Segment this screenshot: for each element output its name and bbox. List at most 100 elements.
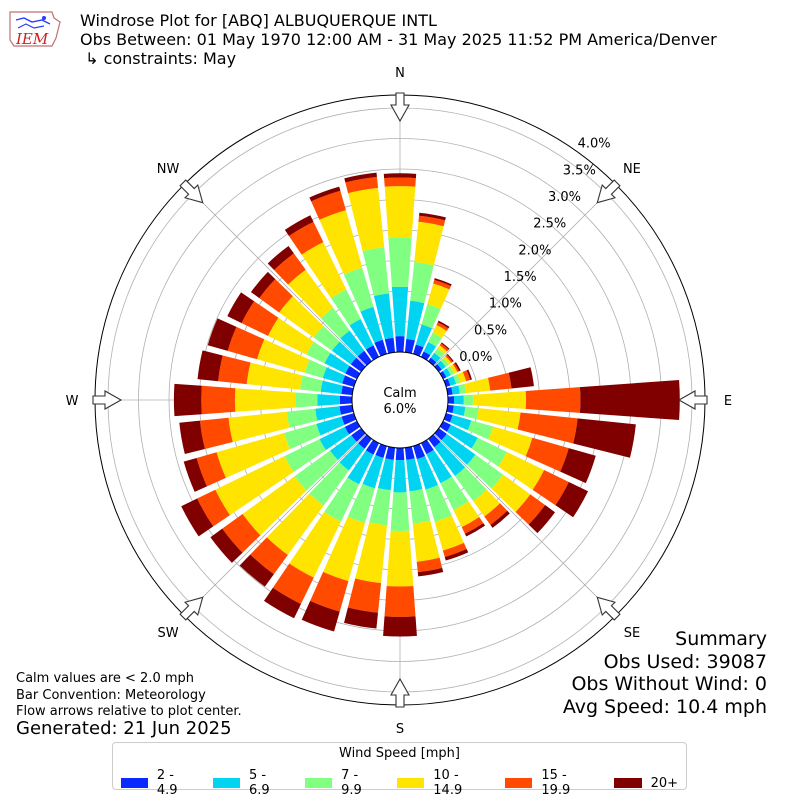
windrose-bar-segment	[386, 530, 414, 587]
windrose-bar-segment	[369, 487, 391, 526]
windrose-bar-segment	[373, 293, 394, 340]
windrose-bar-segment	[320, 307, 350, 339]
windrose-bar-segment	[446, 404, 454, 414]
windrose-bar-segment	[442, 368, 451, 378]
windrose-bar-segment	[439, 343, 449, 352]
windrose-bar-segment	[443, 413, 453, 423]
windrose-bar-segment	[409, 489, 431, 524]
windrose-bar-segment	[250, 537, 288, 575]
windrose-bar-segment	[453, 374, 461, 385]
windrose-bar-segment	[215, 456, 294, 516]
windrose-bar-segment	[272, 563, 314, 604]
angular-gridline	[184, 433, 367, 616]
windrose-bar-segment	[515, 494, 546, 525]
title-line-2: Obs Between: 01 May 1970 12:00 AM - 31 M…	[80, 30, 717, 49]
windrose-bar-segment	[341, 385, 354, 396]
windrose-bar-segment	[425, 485, 452, 522]
obs-without-wind: Obs Without Wind: 0	[571, 673, 767, 695]
windrose-bar-segment	[508, 367, 534, 389]
windrose-bar-segment	[313, 325, 340, 351]
windrose-bar-segment	[355, 522, 388, 584]
legend-swatch	[121, 778, 148, 788]
windrose-bar-segment	[284, 439, 326, 473]
windrose-bar-segment	[301, 600, 340, 632]
windrose-bar-segment	[462, 370, 471, 382]
windrose-bar-segment	[183, 457, 207, 492]
windrose-bar-segment	[390, 492, 410, 531]
windrose-bar-segment	[309, 462, 349, 506]
windrose-bar-segment	[339, 404, 354, 415]
windrose-bar-segment	[259, 279, 293, 313]
windrose-bar-segment	[347, 578, 382, 613]
windrose-bar-segment	[464, 377, 491, 394]
windrose-bar-segment	[487, 372, 512, 391]
windrose-bar-segment	[339, 443, 365, 471]
windrose-bar-segment	[436, 322, 449, 331]
windrose-bar-segment	[437, 320, 450, 329]
windrose-bar-segment	[406, 300, 425, 341]
windrose-bar-segment	[528, 505, 555, 534]
windrose-bar-segment	[434, 441, 466, 476]
windrose-bar-segment	[446, 366, 455, 376]
windrose-bar-segment	[320, 380, 343, 394]
windrose-bar-segment	[345, 176, 379, 194]
windrose-bar-segment	[525, 387, 581, 413]
windrose-bar-segment	[358, 434, 372, 449]
windrose-bar-segment	[284, 215, 314, 236]
windrose-bar-segment	[311, 190, 346, 220]
windrose-bar-segment	[173, 383, 202, 417]
windrose-bar-segment	[388, 237, 412, 288]
windrose-bar-segment	[466, 454, 504, 489]
windrose-bar-segment	[446, 387, 453, 396]
legend-label: 20+	[650, 775, 678, 791]
windrose-bar-segment	[207, 318, 237, 351]
windrose-bar-segment	[279, 296, 324, 338]
windrose-bar-segment	[413, 443, 426, 460]
compass-label: SE	[624, 626, 640, 641]
windrose-bar-segment	[242, 476, 307, 536]
calm-value: 6.0%	[383, 402, 416, 417]
legend-items: 2 - 4.9 5 - 6.9 7 - 9.9 10 - 14.9 15 - 19.9 2…	[113, 768, 686, 798]
legend-label: 5 - 6.9	[249, 768, 270, 798]
windrose-bar-segment	[284, 423, 321, 450]
windrose-bar-segment	[555, 481, 589, 518]
windrose-bar-segment	[443, 355, 452, 365]
windrose-bar-segment	[234, 388, 296, 412]
compass-label: E	[724, 394, 732, 409]
windrose-bar-segment	[274, 253, 306, 285]
angular-gridline	[433, 433, 616, 616]
windrose-bar-segment	[377, 458, 394, 491]
windrose-bar-segment	[432, 324, 447, 339]
windrose-bar-segment	[315, 406, 342, 421]
windrose-bar-segment	[216, 433, 290, 478]
legend-swatch	[397, 778, 425, 788]
summary-heading: Summary	[675, 628, 767, 650]
windrose-bar-segment	[446, 353, 454, 362]
windrose-bar-segment	[331, 341, 357, 365]
windrose-bar-segment	[573, 418, 636, 458]
windrose-bar-segment	[452, 363, 460, 373]
windrose-bar-segment	[451, 385, 460, 395]
windrose-bar-segment	[199, 417, 233, 449]
windrose-bar-segment	[414, 221, 444, 266]
flow-arrow	[677, 390, 708, 410]
angular-gridline	[184, 184, 367, 367]
windrose-bar-segment	[384, 186, 416, 238]
legend-swatch	[505, 778, 533, 788]
iem-logo: IEM	[4, 6, 64, 54]
radial-tick-label: 1.5%	[504, 270, 537, 285]
windrose-bar-segment	[391, 286, 409, 337]
windrose-bar-segment	[416, 456, 439, 490]
windrose-bar-segment	[464, 523, 486, 537]
windrose-bar-segment	[453, 501, 480, 528]
legend-swatch	[613, 778, 642, 788]
windrose-bar-segment	[423, 342, 437, 356]
windrose-bar-segment	[417, 567, 444, 577]
avg-speed: Avg Speed: 10.4 mph	[562, 695, 767, 718]
windrose-bar-segment	[357, 350, 372, 366]
windrose-bar-segment	[433, 279, 451, 290]
windrose-bar-segment	[309, 186, 341, 202]
legend-item: 7 - 9.9	[305, 768, 381, 798]
windrose-bar-segment	[441, 342, 450, 350]
